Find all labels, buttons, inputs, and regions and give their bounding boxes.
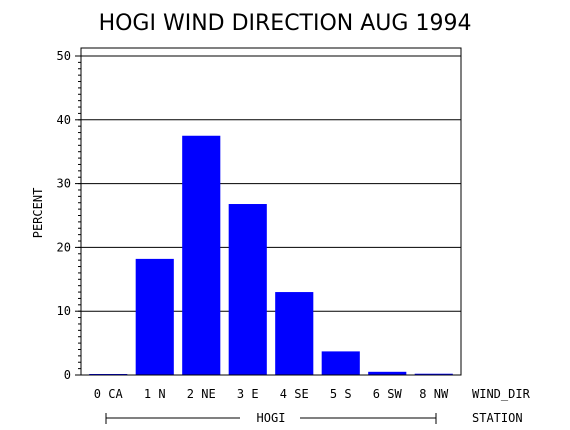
y-axis-label: PERCENT bbox=[31, 188, 45, 239]
x-tick-label: 2 NE bbox=[187, 387, 216, 401]
chart-title: HOGI WIND DIRECTION AUG 1994 bbox=[99, 11, 472, 36]
bar bbox=[135, 258, 174, 375]
x-tick-label: 4 SE bbox=[280, 387, 309, 401]
bar bbox=[182, 135, 221, 375]
x-axis-label: WIND_DIR bbox=[472, 387, 531, 401]
bar bbox=[228, 204, 267, 375]
y-tick-label: 20 bbox=[57, 240, 71, 254]
x-axis-tick-labels: 0 CA 1 N 2 NE 3 E 4 SE 5 S 6 SW 8 NW bbox=[94, 387, 449, 401]
y-tick-label: 10 bbox=[57, 304, 71, 318]
y-tick-label: 40 bbox=[57, 113, 71, 127]
group-label: HOGI bbox=[257, 411, 286, 425]
grid-lines bbox=[81, 55, 461, 312]
y-tick-label: 0 bbox=[64, 368, 71, 382]
bar bbox=[414, 373, 453, 375]
x-tick-label: 8 NW bbox=[419, 387, 449, 401]
x-tick-label: 5 S bbox=[330, 387, 352, 401]
x-tick-label: 6 SW bbox=[373, 387, 403, 401]
bar bbox=[368, 371, 407, 375]
bar bbox=[275, 292, 314, 375]
plot-frame bbox=[80, 47, 462, 376]
x-tick-label: 0 CA bbox=[94, 387, 124, 401]
group-axis-label: STATION bbox=[472, 411, 523, 425]
bars bbox=[89, 135, 453, 375]
y-tick-label: 30 bbox=[57, 177, 71, 191]
y-tick-label: 50 bbox=[57, 49, 71, 63]
bar bbox=[321, 351, 360, 375]
x-tick-label: 1 N bbox=[144, 387, 166, 401]
x-tick-label: 3 E bbox=[237, 387, 259, 401]
y-axis-ticks: 0 10 20 30 40 50 bbox=[57, 49, 81, 382]
